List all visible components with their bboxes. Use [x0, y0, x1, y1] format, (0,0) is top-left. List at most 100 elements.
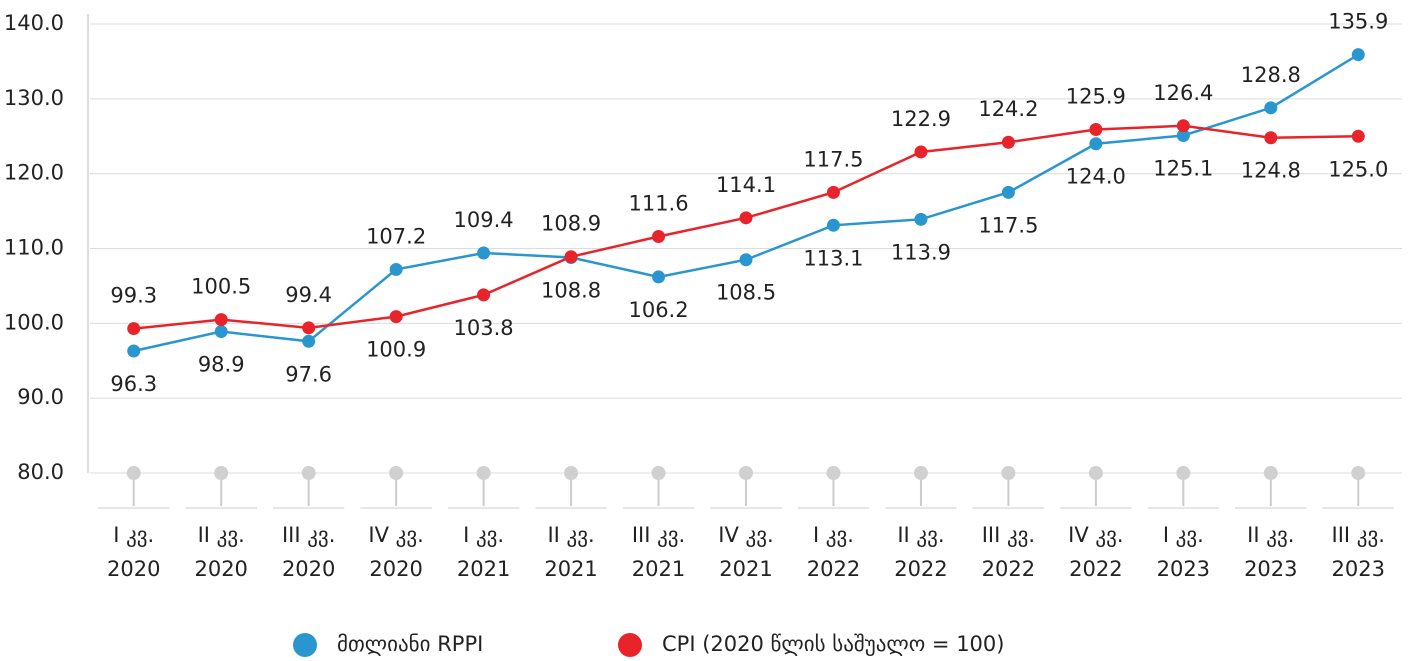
- x-tick-label: 2020: [107, 557, 160, 581]
- point: [389, 310, 403, 324]
- data-label: 96.3: [110, 372, 157, 396]
- data-label: 109.4: [454, 208, 514, 232]
- point: [389, 262, 403, 276]
- y-tick-label: 110.0: [4, 236, 64, 260]
- point: [564, 250, 578, 264]
- data-label: 108.8: [541, 278, 601, 302]
- x-tick-label: II კვ.: [897, 523, 944, 547]
- y-tick-label: 120.0: [4, 161, 64, 185]
- x-tick-label: 2023: [1157, 557, 1210, 581]
- axis-dot: [913, 466, 928, 480]
- point: [1089, 123, 1103, 137]
- x-tick-label: IV კვ.: [1068, 523, 1123, 547]
- point: [127, 322, 141, 336]
- data-label: 124.2: [978, 97, 1038, 121]
- x-tick-label: IV კვ.: [368, 523, 423, 547]
- y-tick-label: 130.0: [4, 86, 64, 110]
- data-label: 124.0: [1066, 165, 1126, 189]
- x-tick-label: 2022: [982, 557, 1035, 581]
- axis-dot: [1176, 466, 1191, 480]
- point: [1001, 135, 1015, 149]
- point: [826, 218, 840, 232]
- axis-dot: [301, 466, 316, 480]
- data-label: 126.4: [1153, 81, 1213, 105]
- x-tick-label: III კვ.: [982, 523, 1035, 547]
- axis-dot: [1263, 466, 1278, 480]
- data-label: 113.9: [891, 240, 951, 264]
- x-tick-label: I კვ.: [1163, 523, 1204, 547]
- data-label: 135.9: [1328, 10, 1388, 34]
- x-tick-label: I კვ.: [813, 523, 854, 547]
- data-label: 106.2: [628, 298, 688, 322]
- point: [652, 270, 666, 284]
- axis-dot: [564, 466, 579, 480]
- point: [214, 325, 228, 339]
- x-tick-label: III კვ.: [282, 523, 335, 547]
- axis-dot: [651, 466, 666, 480]
- x-tick-label: 2022: [894, 557, 947, 581]
- point: [1351, 129, 1365, 143]
- x-tick-label: 2023: [1332, 557, 1385, 581]
- x-tick-label: 2021: [632, 557, 685, 581]
- x-tick-label: II კვ.: [198, 523, 245, 547]
- x-tick-label: 2020: [194, 557, 247, 581]
- axis-dot: [126, 466, 141, 480]
- data-label: 113.1: [803, 246, 863, 270]
- data-label: 114.1: [716, 173, 776, 197]
- point: [1264, 131, 1278, 145]
- x-tick-label: II კვ.: [547, 523, 594, 547]
- axis-dot: [739, 466, 753, 480]
- data-label: 108.5: [716, 281, 776, 305]
- legend-label: მთლიანი RPPI: [337, 632, 483, 656]
- point: [652, 230, 666, 244]
- axis-dot: [214, 466, 229, 480]
- axis-dot: [826, 466, 841, 480]
- point: [1001, 185, 1015, 199]
- point: [1089, 137, 1103, 151]
- point: [1176, 119, 1190, 133]
- point: [914, 145, 928, 159]
- axis-dot: [1088, 466, 1103, 480]
- x-tick-label: 2021: [719, 557, 772, 581]
- x-tick-label: 2021: [544, 557, 597, 581]
- axis-dot: [1001, 466, 1016, 480]
- legend-label: CPI (2020 წლის საშუალო = 100): [662, 632, 1004, 656]
- data-label: 103.8: [454, 316, 514, 340]
- legend-marker: [293, 633, 317, 657]
- data-label: 117.5: [803, 147, 863, 171]
- point: [127, 344, 141, 358]
- y-tick-label: 90.0: [17, 385, 64, 409]
- point: [477, 246, 491, 260]
- data-label: 108.9: [541, 212, 601, 236]
- axis-dot: [476, 466, 491, 480]
- axis-dot: [1351, 466, 1366, 480]
- x-tick-label: I კვ.: [463, 523, 504, 547]
- data-label: 125.9: [1066, 85, 1126, 109]
- data-label: 107.2: [366, 224, 426, 248]
- data-label: 124.8: [1241, 159, 1301, 183]
- point: [214, 313, 228, 327]
- point: [302, 334, 316, 348]
- point: [739, 253, 753, 267]
- x-tick-label: I კვ.: [113, 523, 154, 547]
- y-tick-label: 100.0: [4, 310, 64, 334]
- data-label: 111.6: [628, 192, 688, 216]
- point: [914, 212, 928, 226]
- data-label: 100.5: [191, 275, 251, 299]
- data-label: 128.8: [1241, 63, 1301, 87]
- legend-marker: [618, 633, 642, 657]
- point: [477, 288, 491, 302]
- x-tick-label: III კვ.: [632, 523, 685, 547]
- data-label: 99.4: [285, 283, 332, 307]
- data-label: 97.6: [285, 362, 332, 386]
- point: [826, 185, 840, 199]
- data-label: 100.9: [366, 338, 426, 362]
- data-label: 125.0: [1328, 157, 1388, 181]
- data-label: 125.1: [1153, 157, 1213, 181]
- point: [1176, 129, 1190, 143]
- x-tick-label: IV კვ.: [718, 523, 773, 547]
- axis-dot: [389, 466, 404, 480]
- x-tick-label: 2020: [282, 557, 335, 581]
- x-tick-label: 2021: [457, 557, 510, 581]
